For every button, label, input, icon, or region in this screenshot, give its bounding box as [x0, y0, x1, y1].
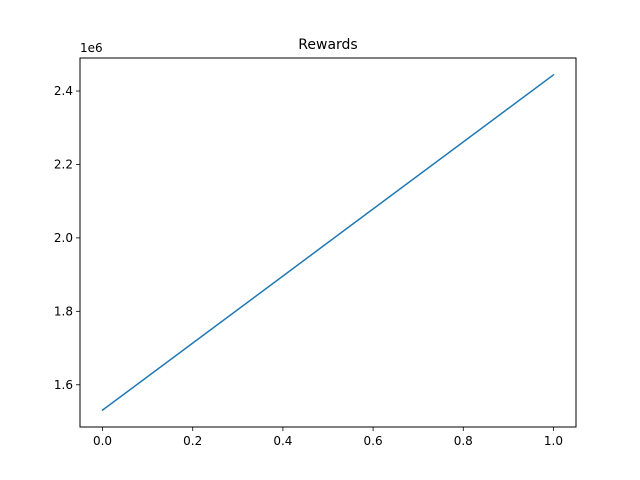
x-tick-label-2: 0.4	[273, 434, 292, 448]
y-axis: 1.6 1.8 2.0 2.2 2.4	[54, 84, 80, 392]
x-tick-label-3: 0.6	[364, 434, 383, 448]
y-tick-label-3: 2.2	[54, 157, 73, 171]
y-tick-label-1: 1.8	[54, 304, 73, 318]
y-tick-label-0: 1.6	[54, 378, 73, 392]
y-tick-label-2: 2.0	[54, 231, 73, 245]
x-tick-label-5: 1.0	[544, 434, 563, 448]
y-tick-label-4: 2.4	[54, 84, 73, 98]
plot-frame	[79, 57, 577, 428]
y-axis-offset-label: 1e6	[80, 41, 103, 55]
chart-title: Rewards	[298, 37, 357, 53]
x-tick-label-4: 0.8	[454, 434, 473, 448]
x-tick-label-0: 0.0	[93, 434, 112, 448]
series-line-0	[101, 73, 555, 412]
x-axis: 0.0 0.2 0.4 0.6 0.8 1.0	[93, 427, 563, 448]
x-tick-label-1: 0.2	[183, 434, 202, 448]
series-layer	[101, 73, 555, 412]
